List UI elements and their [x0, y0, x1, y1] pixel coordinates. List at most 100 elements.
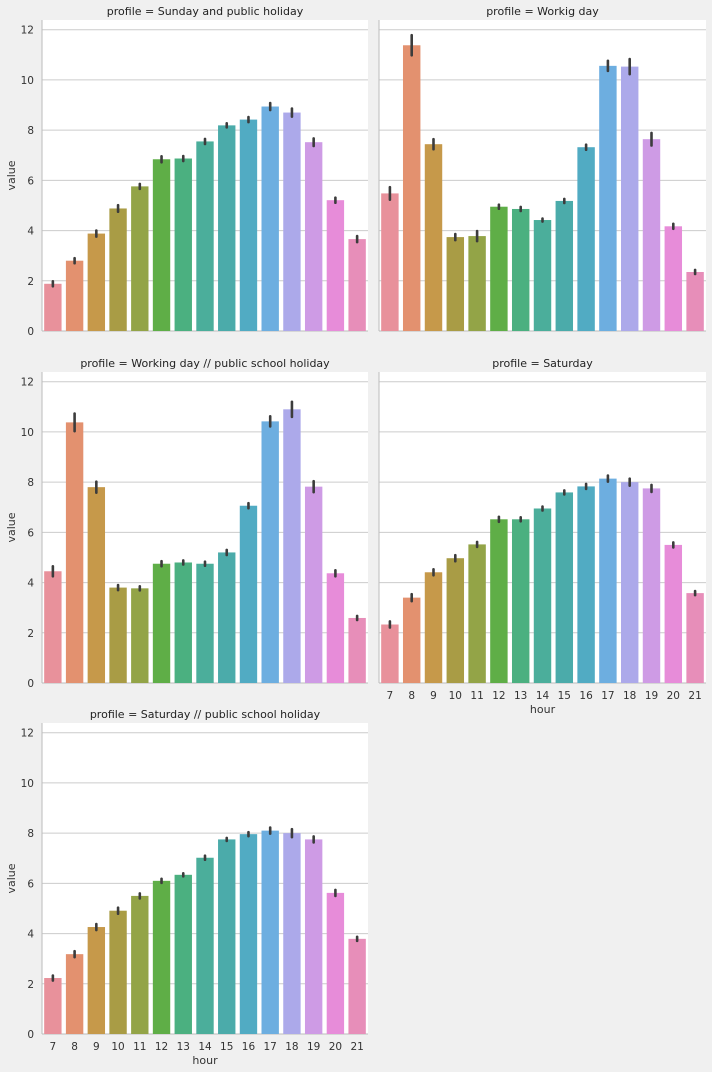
bar: [381, 193, 399, 331]
bar: [533, 220, 552, 331]
bar: [533, 508, 552, 683]
facet-panel: profile = Sunday and public holiday 0 2 4 6 8…: [5, 5, 368, 338]
x-tick-label: 12: [155, 1041, 168, 1053]
bar: [304, 142, 323, 331]
x-tick-label: 15: [220, 1041, 233, 1053]
bar: [174, 874, 192, 1034]
bar: [174, 158, 192, 331]
bar: [196, 563, 214, 683]
bar: [109, 208, 127, 331]
bar: [402, 45, 421, 332]
bar: [326, 573, 345, 683]
y-tick-label: 4: [27, 929, 34, 941]
x-tick-label: 17: [264, 1041, 277, 1053]
bar: [218, 552, 236, 683]
x-axis-label: hour: [530, 703, 556, 716]
x-tick-label: 18: [623, 690, 636, 702]
y-tick-label: 10: [21, 75, 34, 87]
y-tick-label: 0: [27, 678, 34, 690]
facet-panel: profile = Saturday // public school holi…: [5, 708, 368, 1067]
bar: [196, 141, 214, 331]
bar: [599, 478, 617, 683]
bar: [577, 147, 595, 331]
bar: [44, 571, 62, 683]
x-tick-label: 10: [449, 690, 462, 702]
y-axis-label: value: [5, 160, 18, 190]
x-tick-label: 17: [601, 690, 614, 702]
y-tick-label: 10: [21, 778, 34, 790]
bar: [348, 617, 366, 683]
y-tick-label: 8: [27, 477, 34, 489]
bar: [44, 978, 62, 1034]
x-tick-label: 8: [71, 1041, 78, 1053]
bar: [283, 112, 301, 332]
bar: [87, 233, 106, 331]
bar: [326, 200, 345, 331]
panel-title: profile = Saturday // public school holi…: [90, 708, 321, 721]
x-tick-label: 11: [470, 690, 483, 702]
bar: [511, 208, 530, 331]
y-axis-label: value: [5, 512, 18, 542]
bar: [65, 260, 84, 331]
x-tick-label: 16: [579, 690, 593, 702]
bar: [348, 938, 366, 1034]
bar: [446, 237, 465, 331]
bar: [642, 139, 661, 331]
x-tick-label: 12: [492, 690, 505, 702]
y-tick-label: 12: [21, 25, 34, 37]
x-tick-label: 7: [50, 1041, 57, 1053]
bar: [642, 488, 661, 683]
bar: [686, 271, 704, 331]
bar: [261, 106, 279, 332]
y-tick-label: 0: [27, 326, 34, 338]
bar: [490, 519, 508, 683]
bar: [664, 226, 683, 331]
x-tick-label: 7: [387, 690, 394, 702]
y-tick-label: 2: [27, 276, 34, 288]
bar: [87, 487, 106, 683]
y-axis-label: value: [5, 863, 18, 893]
y-tick-label: 12: [21, 377, 34, 389]
bar: [446, 558, 465, 683]
x-tick-label: 9: [430, 690, 437, 702]
bar: [261, 830, 279, 1034]
bar: [620, 66, 639, 331]
bar: [87, 927, 106, 1034]
x-tick-label: 19: [307, 1041, 320, 1053]
bar: [174, 562, 192, 683]
bar: [424, 572, 443, 683]
bar: [620, 482, 639, 683]
x-tick-label: 20: [667, 690, 680, 702]
y-tick-label: 12: [21, 728, 34, 740]
bar: [468, 236, 486, 331]
bar: [218, 125, 236, 331]
bar: [599, 65, 617, 331]
bar: [152, 159, 171, 331]
bar: [152, 563, 171, 683]
bar: [261, 421, 279, 683]
x-axis-label: hour: [192, 1054, 218, 1067]
facet-panel: profile = Saturday 7 8 9 10 11 12 13 14 15 16 17 18 1…: [378, 357, 706, 716]
y-tick-label: 4: [27, 578, 34, 590]
bar: [424, 144, 443, 331]
bar: [664, 544, 683, 683]
bar: [131, 186, 149, 331]
bar: [283, 833, 301, 1034]
panel-title: profile = Sunday and public holiday: [107, 5, 304, 18]
bar: [65, 954, 84, 1034]
bar: [152, 880, 171, 1034]
bar: [577, 486, 595, 683]
y-tick-label: 2: [27, 979, 34, 991]
panel-title: profile = Workig day: [486, 5, 599, 18]
bar: [196, 857, 214, 1034]
bar: [109, 910, 127, 1034]
y-tick-label: 6: [27, 175, 34, 187]
bar: [468, 544, 486, 683]
y-tick-label: 8: [27, 125, 34, 137]
x-tick-label: 13: [514, 690, 527, 702]
y-tick-label: 0: [27, 1029, 34, 1041]
x-tick-label: 13: [177, 1041, 190, 1053]
bar: [490, 206, 508, 331]
bar: [555, 200, 574, 331]
y-tick-label: 8: [27, 828, 34, 840]
